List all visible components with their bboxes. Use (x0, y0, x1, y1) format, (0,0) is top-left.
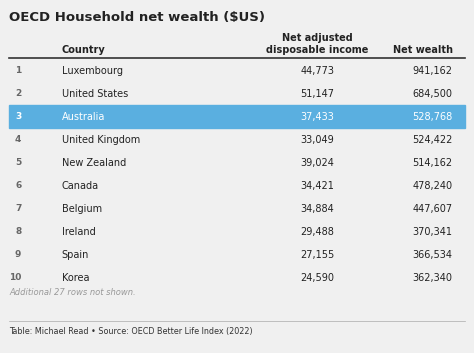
Text: OECD Household net wealth ($US): OECD Household net wealth ($US) (9, 11, 265, 24)
Text: Table: Michael Read • Source: OECD Better Life Index (2022): Table: Michael Read • Source: OECD Bette… (9, 327, 253, 335)
Text: 5: 5 (15, 158, 21, 167)
Text: 528,768: 528,768 (412, 112, 453, 122)
Text: Canada: Canada (62, 181, 99, 191)
Text: Net adjusted
disposable income: Net adjusted disposable income (266, 33, 369, 55)
Text: 3: 3 (15, 112, 21, 121)
Text: 514,162: 514,162 (412, 158, 453, 168)
Text: 9: 9 (15, 250, 21, 259)
Text: 2: 2 (15, 89, 21, 98)
Text: Country: Country (62, 45, 105, 55)
Text: 34,421: 34,421 (301, 181, 335, 191)
Text: 524,422: 524,422 (412, 135, 453, 145)
Text: 33,049: 33,049 (301, 135, 335, 145)
Text: Ireland: Ireland (62, 227, 95, 237)
Text: 37,433: 37,433 (301, 112, 335, 122)
Text: Additional 27 rows not shown.: Additional 27 rows not shown. (9, 288, 136, 297)
Text: Belgium: Belgium (62, 204, 102, 214)
Text: 447,607: 447,607 (412, 204, 453, 214)
Text: 4: 4 (15, 135, 21, 144)
Text: 478,240: 478,240 (412, 181, 453, 191)
Text: 51,147: 51,147 (301, 89, 335, 99)
Text: Korea: Korea (62, 273, 89, 283)
Text: 27,155: 27,155 (301, 250, 335, 260)
Text: New Zealand: New Zealand (62, 158, 126, 168)
Text: Luxembourg: Luxembourg (62, 66, 123, 76)
Text: 44,773: 44,773 (301, 66, 335, 76)
Text: 684,500: 684,500 (413, 89, 453, 99)
Text: 7: 7 (15, 204, 21, 214)
Text: 1: 1 (15, 66, 21, 75)
Text: Spain: Spain (62, 250, 89, 260)
Text: Net wealth: Net wealth (392, 45, 453, 55)
Text: 34,884: 34,884 (301, 204, 335, 214)
Text: 941,162: 941,162 (413, 66, 453, 76)
Text: 366,534: 366,534 (413, 250, 453, 260)
Text: 8: 8 (15, 227, 21, 237)
Text: 6: 6 (15, 181, 21, 190)
Text: 39,024: 39,024 (301, 158, 335, 168)
FancyBboxPatch shape (9, 105, 465, 128)
Text: 362,340: 362,340 (413, 273, 453, 283)
Text: United Kingdom: United Kingdom (62, 135, 140, 145)
Text: 24,590: 24,590 (301, 273, 335, 283)
Text: 370,341: 370,341 (413, 227, 453, 237)
Text: 10: 10 (9, 274, 21, 282)
Text: United States: United States (62, 89, 128, 99)
Text: 29,488: 29,488 (301, 227, 335, 237)
Text: Australia: Australia (62, 112, 105, 122)
